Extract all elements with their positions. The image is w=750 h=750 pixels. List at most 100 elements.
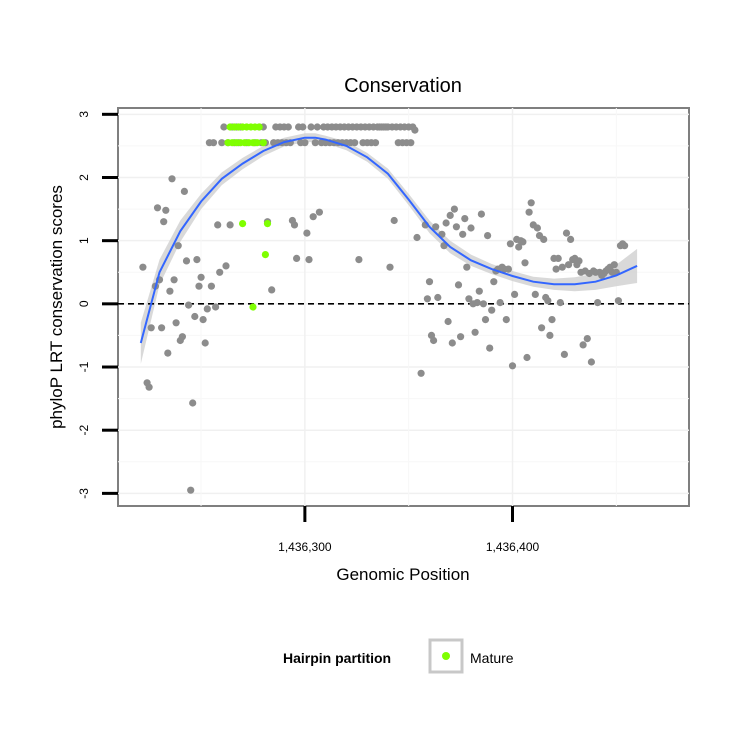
point bbox=[166, 287, 174, 295]
point bbox=[293, 254, 301, 262]
point bbox=[145, 383, 153, 391]
point bbox=[423, 295, 431, 303]
point bbox=[164, 349, 172, 357]
y-tick-label: 3 bbox=[77, 111, 91, 118]
legend: Hairpin partition Mature bbox=[283, 638, 514, 674]
point bbox=[527, 199, 535, 207]
point bbox=[519, 238, 527, 246]
point bbox=[544, 297, 552, 305]
point bbox=[168, 175, 176, 183]
point bbox=[139, 263, 147, 271]
point bbox=[463, 263, 471, 271]
point bbox=[548, 316, 556, 324]
y-axis-title: phyloP LRT conservation scores bbox=[47, 185, 66, 429]
point bbox=[180, 187, 188, 195]
point bbox=[315, 208, 323, 216]
point bbox=[567, 235, 575, 243]
point bbox=[552, 265, 560, 273]
point bbox=[220, 123, 228, 131]
smooth-trend bbox=[139, 136, 638, 344]
point bbox=[473, 299, 481, 307]
point bbox=[594, 299, 602, 307]
point bbox=[425, 278, 434, 286]
point bbox=[583, 335, 591, 343]
point bbox=[214, 221, 222, 229]
point bbox=[174, 242, 182, 250]
y-tick-label: 2 bbox=[77, 174, 91, 181]
point-mature bbox=[239, 220, 247, 228]
point bbox=[575, 257, 583, 265]
point bbox=[386, 263, 394, 271]
point bbox=[218, 139, 226, 147]
point bbox=[444, 317, 452, 326]
point bbox=[178, 333, 186, 341]
point bbox=[203, 305, 211, 313]
point bbox=[187, 486, 195, 494]
point bbox=[621, 242, 629, 250]
point bbox=[199, 316, 207, 324]
point bbox=[430, 336, 438, 345]
y-tick-label: 0 bbox=[77, 300, 91, 307]
point bbox=[614, 297, 623, 305]
chart-title: Conservation bbox=[344, 75, 462, 97]
point bbox=[299, 123, 307, 131]
point-mature bbox=[253, 139, 261, 147]
point bbox=[303, 229, 311, 237]
point bbox=[504, 265, 512, 273]
y-tick-label: -1 bbox=[77, 361, 91, 372]
point bbox=[610, 261, 618, 269]
point bbox=[587, 358, 596, 366]
plot-border bbox=[117, 107, 690, 507]
ci-band-area bbox=[140, 133, 638, 364]
point-mature bbox=[261, 251, 269, 259]
point bbox=[554, 254, 562, 262]
x-axis: 1,436,300 1,436,400 bbox=[278, 506, 540, 554]
point bbox=[172, 319, 180, 327]
point bbox=[147, 324, 155, 332]
point bbox=[540, 235, 548, 243]
point bbox=[538, 324, 546, 332]
point bbox=[355, 256, 363, 264]
point bbox=[170, 276, 178, 284]
point bbox=[158, 324, 166, 332]
point bbox=[407, 139, 415, 147]
point bbox=[191, 312, 199, 321]
point bbox=[216, 268, 224, 276]
plot-panel bbox=[117, 107, 690, 507]
point bbox=[471, 328, 479, 336]
y-tick-label: 1 bbox=[77, 237, 91, 244]
point bbox=[162, 206, 170, 214]
point bbox=[446, 211, 454, 219]
point bbox=[209, 139, 218, 147]
point bbox=[508, 362, 517, 370]
point bbox=[484, 232, 492, 240]
point bbox=[486, 344, 494, 352]
point bbox=[488, 306, 496, 314]
point bbox=[153, 204, 162, 212]
y-tick-label: -3 bbox=[77, 488, 91, 499]
point bbox=[531, 290, 539, 298]
point bbox=[268, 286, 276, 294]
point bbox=[307, 123, 315, 131]
point bbox=[390, 216, 398, 225]
point bbox=[515, 243, 523, 251]
point bbox=[182, 257, 191, 265]
point bbox=[558, 263, 566, 271]
point bbox=[201, 339, 209, 347]
point bbox=[212, 303, 220, 311]
point bbox=[461, 215, 469, 223]
point bbox=[556, 299, 564, 307]
point bbox=[351, 139, 359, 147]
point bbox=[560, 350, 569, 358]
point bbox=[490, 278, 498, 286]
point bbox=[195, 282, 203, 290]
y-axis: -3 -2 -1 0 1 2 3 bbox=[77, 111, 118, 499]
point bbox=[193, 256, 201, 264]
x-tick-label: 1,436,400 bbox=[486, 540, 540, 554]
point bbox=[413, 233, 421, 242]
point bbox=[417, 369, 425, 377]
point bbox=[371, 139, 380, 147]
point bbox=[457, 333, 465, 341]
point bbox=[197, 273, 205, 281]
